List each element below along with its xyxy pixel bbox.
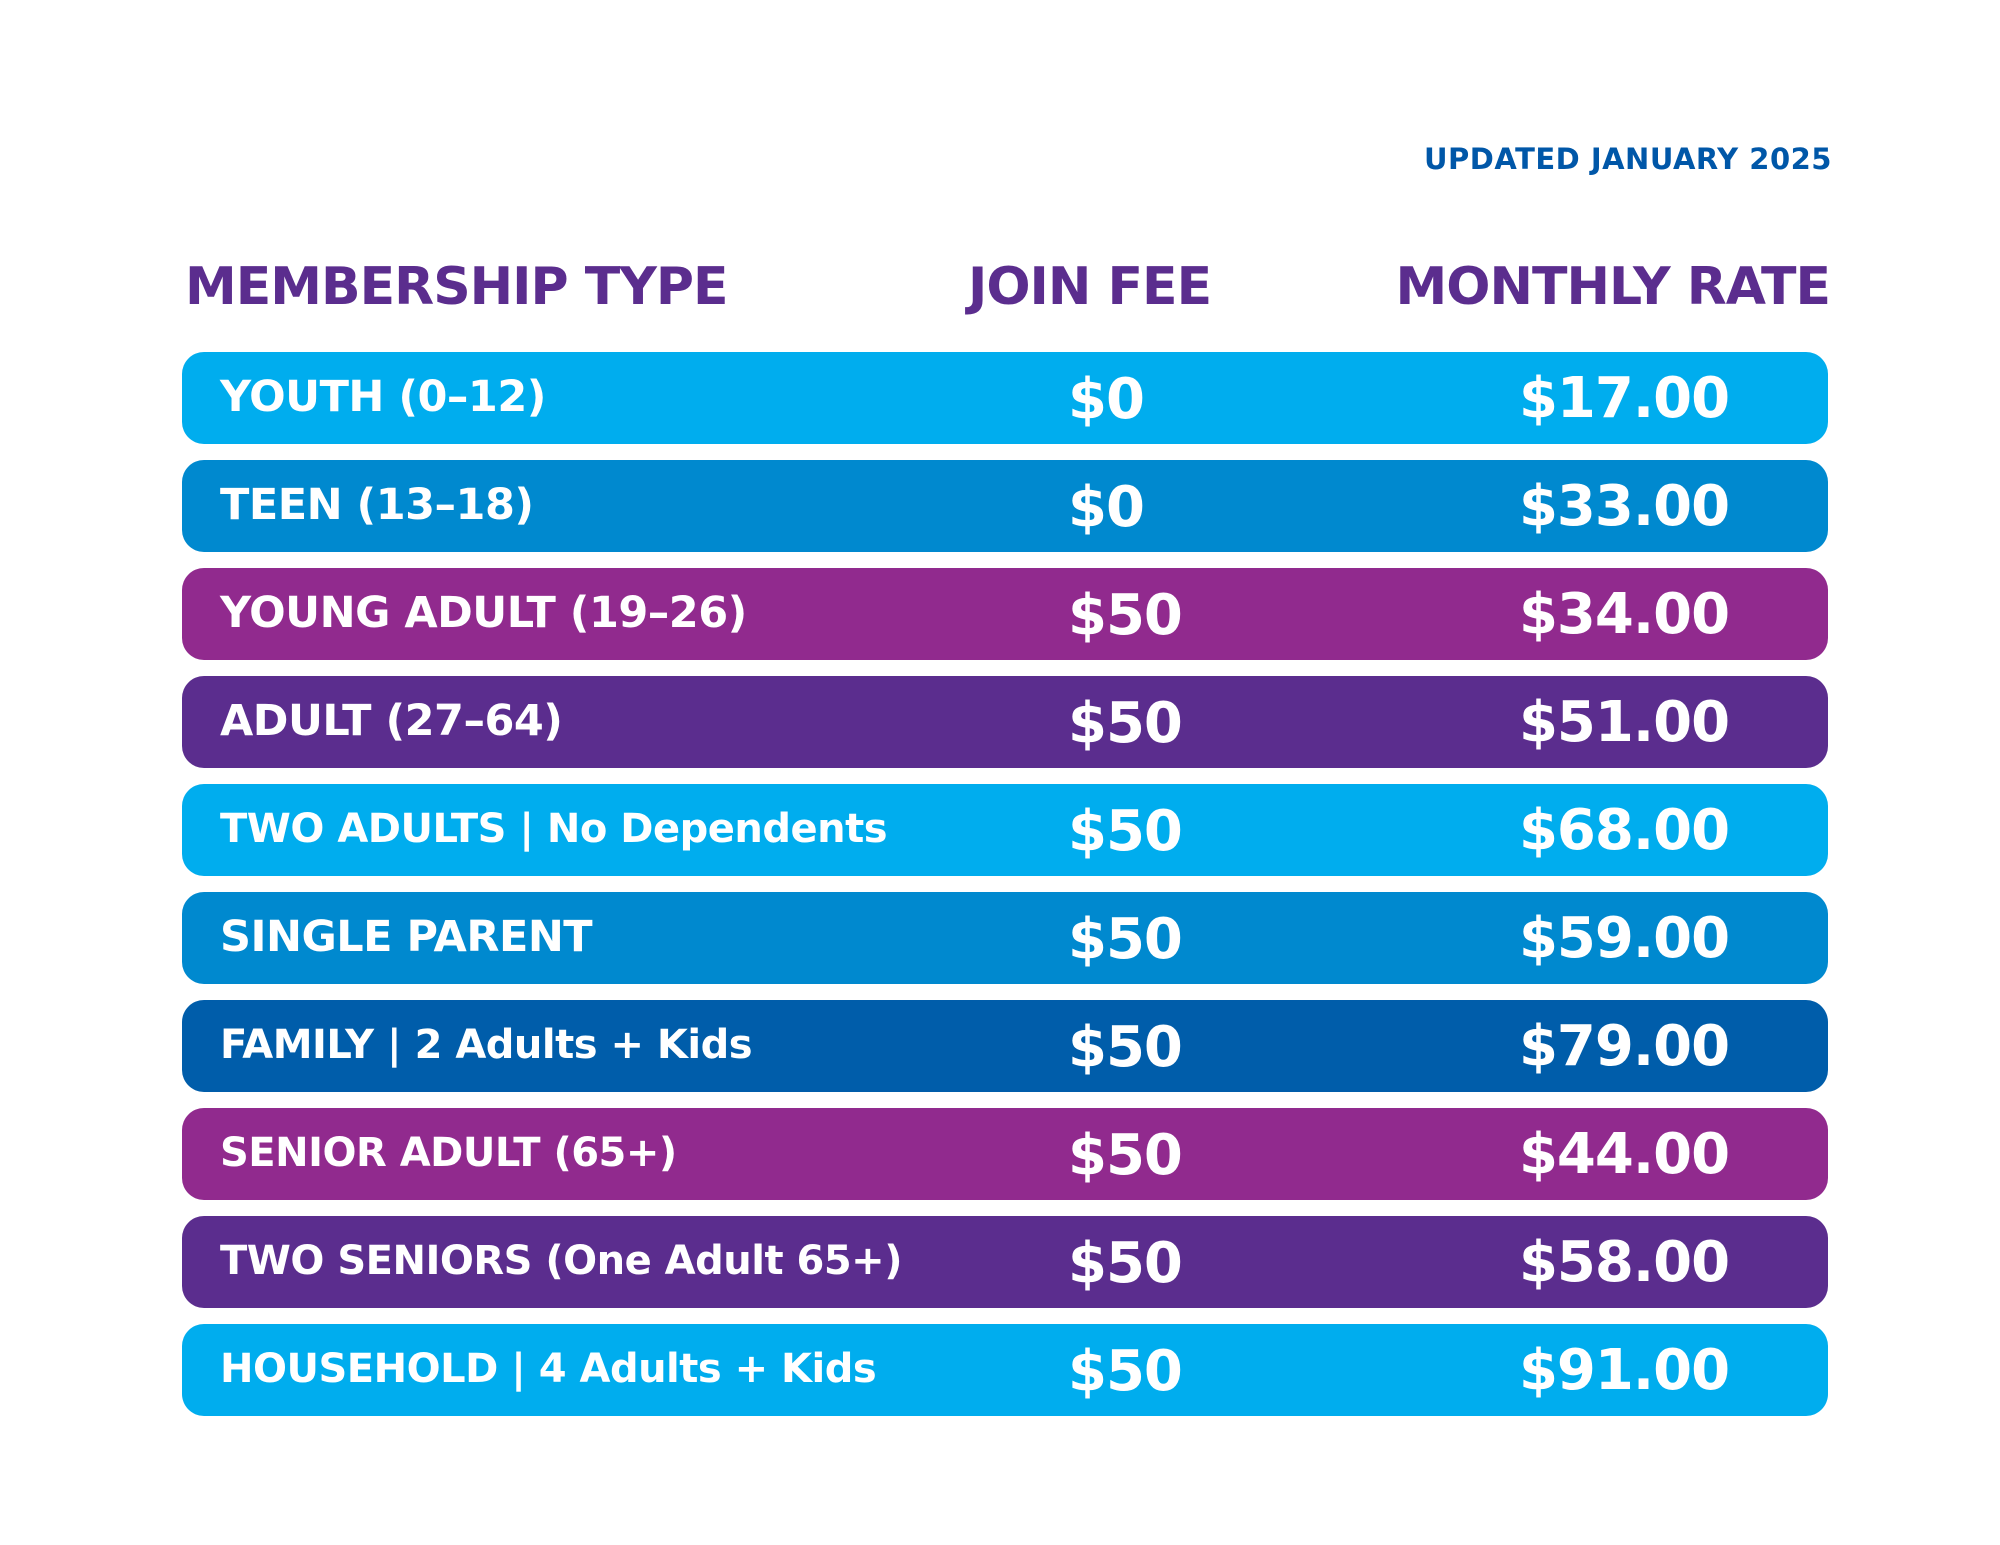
monthly-rate-cell: $17.00: [1518, 366, 1730, 431]
header-membership-type: MEMBERSHIP TYPE: [185, 257, 729, 317]
table-row: YOUNG ADULT (19–26) $50 $34.00: [182, 568, 1828, 660]
join-fee-cell: $50: [1068, 691, 1183, 756]
membership-type-cell: YOUTH (0–12): [220, 372, 546, 422]
membership-type-cell: YOUNG ADULT (19–26): [220, 588, 747, 638]
table-row: TWO SENIORS (One Adult 65+) $50 $58.00: [182, 1216, 1828, 1308]
membership-type-cell: SENIOR ADULT (65+): [220, 1130, 677, 1176]
monthly-rate-cell: $51.00: [1518, 690, 1730, 755]
join-fee-cell: $50: [1068, 799, 1183, 864]
monthly-rate-cell: $68.00: [1518, 798, 1730, 863]
monthly-rate-cell: $34.00: [1518, 582, 1730, 647]
join-fee-cell: $50: [1068, 1339, 1183, 1404]
monthly-rate-cell: $59.00: [1518, 906, 1730, 971]
table-row: TEEN (13–18) $0 $33.00: [182, 460, 1828, 552]
table-row: ADULT (27–64) $50 $51.00: [182, 676, 1828, 768]
membership-rate-table: YOUTH (0–12) $0 $17.00 TEEN (13–18) $0 $…: [182, 352, 1828, 1432]
table-row: YOUTH (0–12) $0 $17.00: [182, 352, 1828, 444]
table-row: HOUSEHOLD | 4 Adults + Kids $50 $91.00: [182, 1324, 1828, 1416]
join-fee-cell: $50: [1068, 1123, 1183, 1188]
membership-type-cell: TEEN (13–18): [220, 480, 534, 530]
membership-type-cell: FAMILY | 2 Adults + Kids: [220, 1022, 753, 1068]
monthly-rate-cell: $58.00: [1518, 1230, 1730, 1295]
monthly-rate-cell: $33.00: [1518, 474, 1730, 539]
table-row: SINGLE PARENT $50 $59.00: [182, 892, 1828, 984]
table-header: MEMBERSHIP TYPE JOIN FEE MONTHLY RATE: [0, 252, 2000, 322]
table-row: SENIOR ADULT (65+) $50 $44.00: [182, 1108, 1828, 1200]
membership-type-cell: ADULT (27–64): [220, 696, 563, 746]
join-fee-cell: $50: [1068, 1231, 1183, 1296]
membership-type-cell: TWO SENIORS (One Adult 65+): [220, 1238, 902, 1284]
join-fee-cell: $0: [1068, 475, 1145, 540]
table-row: TWO ADULTS | No Dependents $50 $68.00: [182, 784, 1828, 876]
join-fee-cell: $0: [1068, 367, 1145, 432]
join-fee-cell: $50: [1068, 583, 1183, 648]
monthly-rate-cell: $91.00: [1518, 1338, 1730, 1403]
monthly-rate-cell: $44.00: [1518, 1122, 1730, 1187]
membership-type-cell: SINGLE PARENT: [220, 912, 593, 962]
updated-date-label: UPDATED JANUARY 2025: [1424, 142, 1832, 176]
join-fee-cell: $50: [1068, 1015, 1183, 1080]
monthly-rate-cell: $79.00: [1518, 1014, 1730, 1079]
table-row: FAMILY | 2 Adults + Kids $50 $79.00: [182, 1000, 1828, 1092]
membership-type-cell: HOUSEHOLD | 4 Adults + Kids: [220, 1346, 877, 1392]
join-fee-cell: $50: [1068, 907, 1183, 972]
header-monthly-rate: MONTHLY RATE: [1395, 257, 1831, 317]
membership-type-cell: TWO ADULTS | No Dependents: [220, 806, 888, 852]
header-join-fee: JOIN FEE: [968, 257, 1212, 317]
